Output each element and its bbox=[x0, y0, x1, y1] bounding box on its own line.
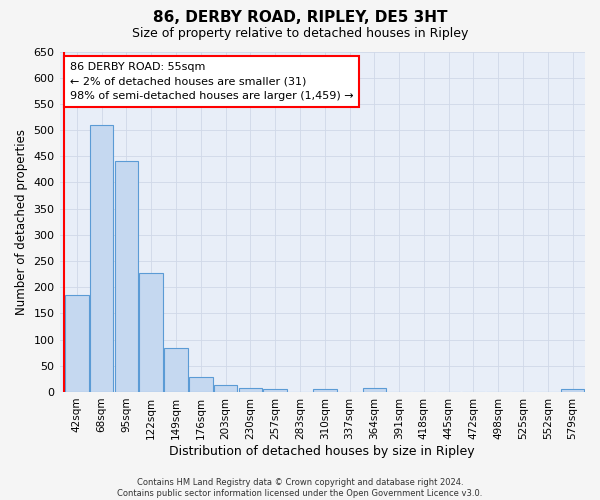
Bar bbox=[239, 388, 262, 392]
Text: Contains HM Land Registry data © Crown copyright and database right 2024.
Contai: Contains HM Land Registry data © Crown c… bbox=[118, 478, 482, 498]
Bar bbox=[139, 273, 163, 392]
Bar bbox=[90, 125, 113, 392]
X-axis label: Distribution of detached houses by size in Ripley: Distribution of detached houses by size … bbox=[169, 444, 475, 458]
Text: 86 DERBY ROAD: 55sqm
← 2% of detached houses are smaller (31)
98% of semi-detach: 86 DERBY ROAD: 55sqm ← 2% of detached ho… bbox=[70, 62, 353, 102]
Text: Size of property relative to detached houses in Ripley: Size of property relative to detached ho… bbox=[132, 28, 468, 40]
Y-axis label: Number of detached properties: Number of detached properties bbox=[15, 128, 28, 314]
Bar bbox=[263, 390, 287, 392]
Bar bbox=[65, 295, 89, 392]
Bar bbox=[362, 388, 386, 392]
Bar bbox=[214, 385, 238, 392]
Bar bbox=[313, 390, 337, 392]
Text: 86, DERBY ROAD, RIPLEY, DE5 3HT: 86, DERBY ROAD, RIPLEY, DE5 3HT bbox=[153, 10, 447, 25]
Bar bbox=[561, 390, 584, 392]
Bar bbox=[189, 378, 212, 392]
Bar bbox=[164, 348, 188, 392]
Bar bbox=[115, 162, 138, 392]
